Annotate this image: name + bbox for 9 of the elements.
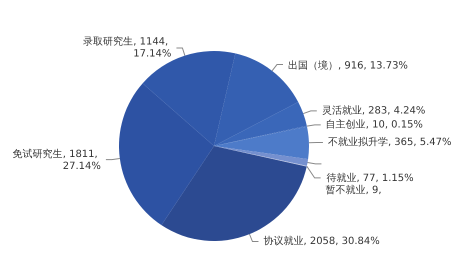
slice-label: 不就业拟升学, 365, 5.47% (328, 136, 452, 148)
slice-label: 录取研究生, 1144, 17.14% (83, 35, 172, 60)
slice-label: 出国（境）, 916, 13.73% (288, 59, 408, 72)
slice-label: 灵活就业, 283, 4.24% (322, 104, 426, 116)
slice-label: 协议就业, 2058, 30.84% (263, 235, 380, 248)
slice-label: 待就业, 77, 1.15% (326, 172, 414, 184)
slice-label: 免试研究生, 1811, 27.14% (12, 148, 101, 172)
slice-label: 自主创业, 10, 0.15% (326, 118, 423, 130)
slice-label: 暂不就业, 9, (326, 184, 382, 196)
